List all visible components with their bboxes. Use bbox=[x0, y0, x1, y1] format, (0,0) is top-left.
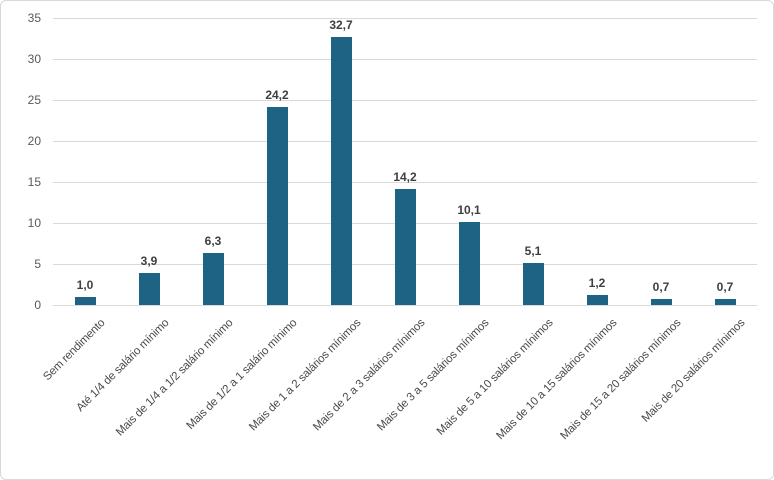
y-gridline bbox=[53, 141, 757, 142]
y-axis-tick-label: 30 bbox=[27, 52, 41, 66]
y-axis-tick-label: 25 bbox=[27, 93, 41, 107]
bar-value-label: 1,0 bbox=[76, 277, 94, 292]
bar bbox=[74, 296, 96, 305]
y-gridline bbox=[53, 182, 757, 183]
bar bbox=[266, 106, 288, 305]
bar-value-label: 6,3 bbox=[204, 234, 222, 249]
y-gridline bbox=[53, 18, 757, 19]
y-axis-tick-label: 35 bbox=[27, 11, 41, 25]
y-gridline bbox=[53, 100, 757, 101]
bar bbox=[586, 295, 608, 305]
bar-value-label: 5,1 bbox=[524, 244, 542, 259]
bar bbox=[330, 36, 352, 305]
y-axis-tick-label: 20 bbox=[27, 134, 41, 148]
bar-value-label: 3,9 bbox=[140, 254, 158, 269]
y-axis-tick-label: 10 bbox=[27, 216, 41, 230]
y-axis-tick-label: 0 bbox=[34, 298, 41, 312]
bar bbox=[458, 222, 480, 305]
bar bbox=[138, 273, 160, 305]
bar bbox=[202, 253, 224, 305]
bar-value-label: 1,2 bbox=[588, 276, 606, 291]
bar-value-label: 32,7 bbox=[329, 17, 353, 32]
bar-value-label: 0,7 bbox=[716, 280, 734, 295]
y-axis-tick-label: 5 bbox=[34, 257, 41, 271]
y-gridline bbox=[53, 305, 757, 306]
bar-value-label: 10,1 bbox=[457, 203, 481, 218]
bar-value-label: 14,2 bbox=[393, 169, 417, 184]
bar bbox=[522, 263, 544, 305]
bar-value-label: 0,7 bbox=[652, 280, 670, 295]
bar bbox=[714, 299, 736, 305]
y-axis-tick-label: 15 bbox=[27, 175, 41, 189]
y-gridline bbox=[53, 59, 757, 60]
bar-value-label: 24,2 bbox=[265, 87, 289, 102]
bar bbox=[394, 188, 416, 305]
bar bbox=[650, 299, 672, 305]
